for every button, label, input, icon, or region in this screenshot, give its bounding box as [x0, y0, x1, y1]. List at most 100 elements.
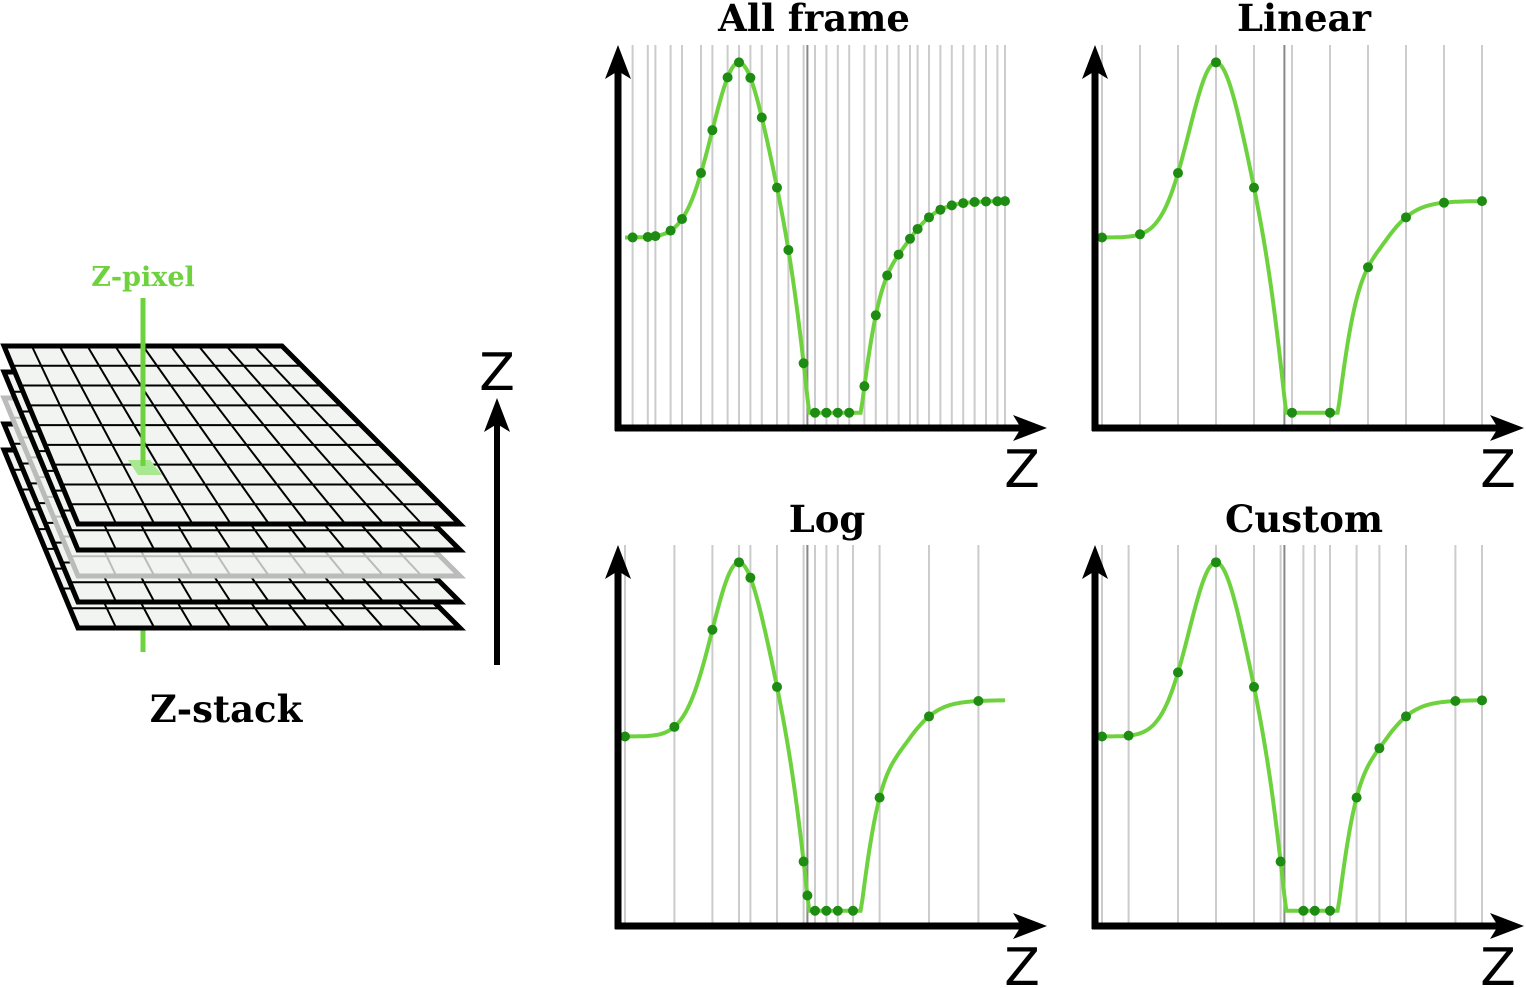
z-stack-plates: [0, 298, 467, 631]
sample-point: [969, 197, 980, 208]
frame-lines: [1101, 45, 1483, 428]
sample-point: [821, 407, 832, 418]
sample-point: [874, 792, 885, 803]
x-axis-arrowhead: [1013, 415, 1047, 441]
sample-point: [924, 212, 934, 223]
sample-point: [1374, 743, 1385, 754]
sample-point: [696, 168, 706, 179]
sample-point: [882, 270, 893, 281]
y-axis-arrowhead: [605, 45, 631, 79]
z-stack-illustration: Z-pixel Z-stack: [0, 262, 467, 731]
sample-point: [627, 232, 638, 243]
sample-point: [665, 225, 676, 236]
y-axis-arrowhead: [1082, 545, 1108, 579]
z-pixel-label: Z-pixel: [91, 262, 195, 293]
frame-lines: [1101, 545, 1483, 926]
sample-point: [722, 72, 733, 83]
x-axis-arrowhead: [1490, 913, 1524, 939]
sample-point: [1450, 695, 1461, 706]
sample-point: [783, 244, 794, 255]
sample-point: [677, 214, 687, 225]
sample-point: [1477, 695, 1487, 706]
sample-point: [745, 72, 756, 83]
sample-point: [734, 557, 744, 568]
sample-point: [981, 196, 991, 207]
sample-point: [1249, 182, 1259, 193]
sample-point: [1325, 407, 1335, 418]
z-axis-label: Z: [1480, 938, 1516, 988]
sample-point: [620, 731, 630, 742]
sample-point: [992, 196, 1003, 207]
sample-point: [756, 112, 767, 123]
sample-point: [832, 905, 843, 916]
z-stack-label: Z-stack: [150, 687, 304, 731]
sample-point: [1135, 229, 1145, 240]
sample-point: [745, 572, 756, 583]
sample-point: [1211, 57, 1221, 68]
sample-point: [1325, 905, 1335, 916]
sample-point: [912, 223, 923, 234]
panel-log: Log Z: [605, 497, 1047, 988]
sample-point: [832, 407, 843, 418]
z-direction-arrow: Z: [479, 343, 515, 665]
sample-point: [798, 856, 809, 867]
panel-custom: Custom Z: [1082, 497, 1524, 988]
frame-lines: [631, 45, 1006, 428]
z-direction-label: Z: [479, 343, 515, 403]
sample-point: [810, 407, 820, 418]
sample-point: [1298, 905, 1309, 916]
sample-point: [893, 249, 904, 260]
panel-title: All frame: [717, 0, 910, 40]
sample-point: [821, 905, 832, 916]
sample-point: [1097, 232, 1107, 243]
panel-linear: Linear Z: [1082, 0, 1524, 500]
z-stack-plate: [0, 298, 467, 527]
sample-point: [1173, 667, 1183, 678]
sample-point: [1401, 212, 1411, 223]
sample-point: [848, 905, 858, 916]
sample-point: [707, 624, 718, 635]
sample-point: [734, 57, 744, 68]
sample-point: [946, 200, 957, 211]
sample-point: [1287, 407, 1297, 418]
sample-point: [1097, 731, 1107, 742]
sample-point: [973, 695, 984, 706]
panel-title: Custom: [1225, 497, 1383, 541]
sample-point: [650, 231, 661, 242]
sample-point: [1275, 856, 1286, 867]
frame-lines: [624, 545, 980, 926]
sample-point: [798, 358, 809, 369]
y-axis-arrowhead: [605, 545, 631, 579]
x-axis-arrowhead: [1013, 913, 1047, 939]
sample-point: [1401, 711, 1411, 722]
z-axis-label: Z: [1480, 440, 1516, 500]
y-axis-arrowhead: [1082, 45, 1108, 79]
sample-point: [1000, 196, 1010, 207]
intensity-curve: [1102, 560, 1483, 913]
sample-point: [1211, 557, 1221, 568]
sample-point: [844, 407, 855, 418]
panel-title: Linear: [1237, 0, 1371, 40]
sample-point: [924, 711, 934, 722]
sample-point: [669, 721, 680, 732]
sample-point: [859, 381, 870, 392]
sample-point: [1363, 262, 1373, 273]
z-axis-label: Z: [1004, 938, 1040, 988]
sample-point: [1309, 905, 1320, 916]
panel-all-frame: All frame Z: [605, 0, 1047, 500]
sample-point: [1123, 730, 1134, 741]
sample-point: [905, 233, 915, 244]
sample-point: [1439, 197, 1449, 208]
sample-point: [870, 310, 881, 321]
sample-point: [802, 890, 813, 901]
sample-point: [1173, 168, 1183, 179]
sample-point: [958, 198, 969, 209]
sample-point: [707, 125, 718, 136]
sample-point: [1351, 792, 1362, 803]
sample-point: [772, 182, 782, 193]
z-pixel-cell: [128, 460, 162, 475]
sample-point: [935, 204, 946, 215]
sample-point: [642, 231, 653, 242]
panel-title: Log: [789, 497, 866, 541]
